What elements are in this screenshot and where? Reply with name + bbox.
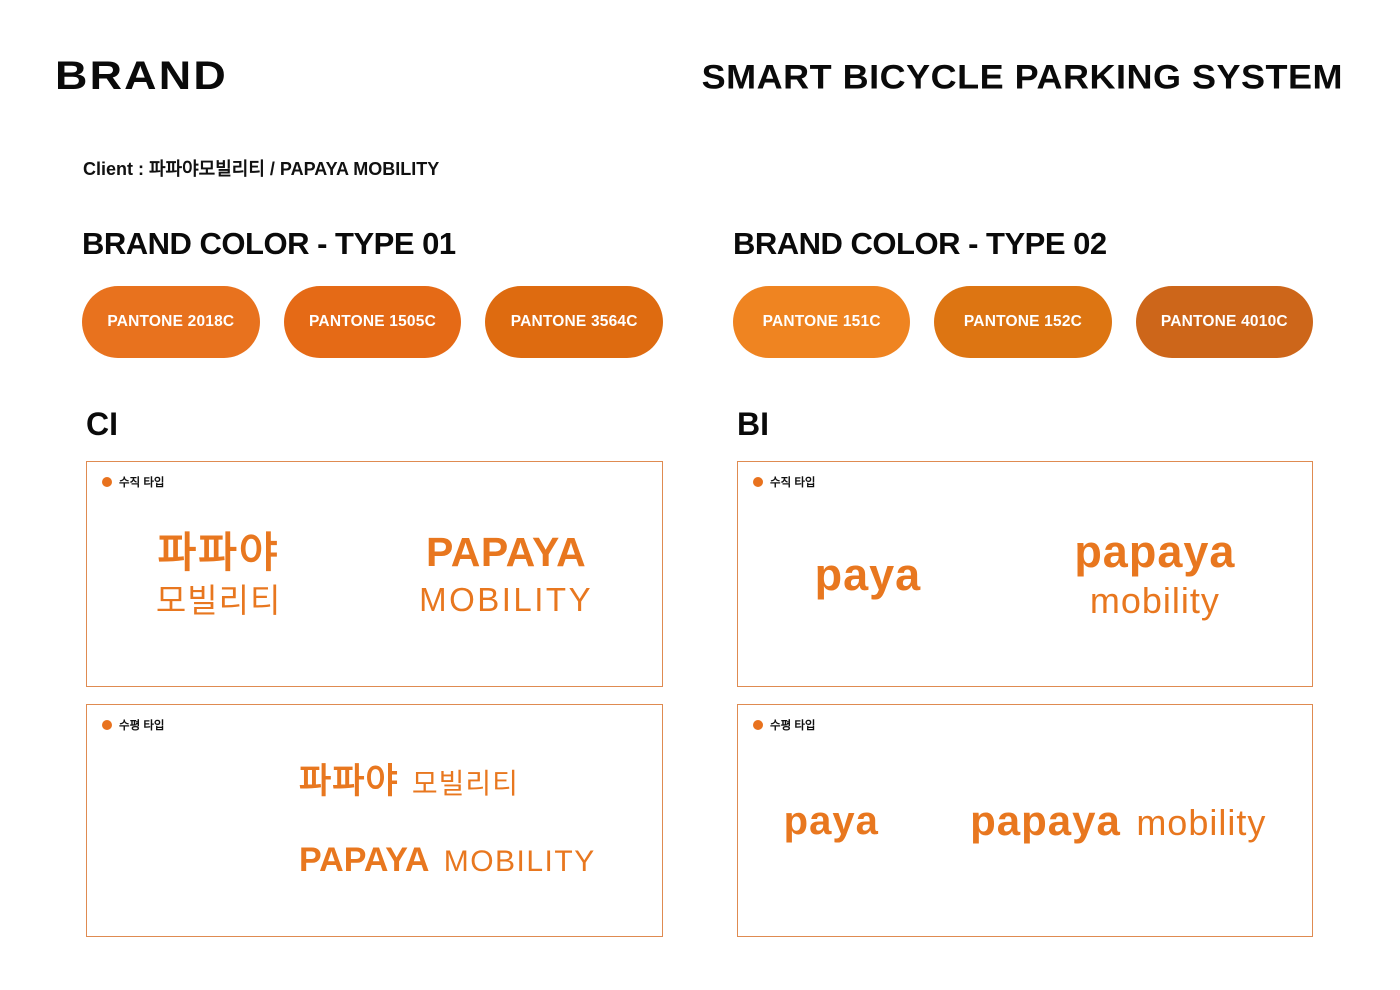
box-tag: 수평 타입 [102,717,165,733]
bi-logo-short: paya [783,798,879,843]
bullet-dot-icon [102,720,112,730]
bi-logo-full: papaya mobility [1074,529,1235,619]
ci-heading: CI [86,406,118,442]
bi-logo-full-light: mobility [1136,801,1267,843]
type02-heading: BRAND COLOR - TYPE 02 [733,226,1107,261]
bi-logo-full-strong: papaya [970,796,1121,844]
ci-horizontal-korean: 파파야 모빌리티 [299,764,519,799]
ci-horizontal-logos: 파파야 모빌리티 PAPAYA MOBILITY [87,764,662,877]
swatch-pantone-1505c: PANTONE 1505C [283,286,462,358]
bullet-dot-icon [753,477,763,487]
box-tag-label: 수직 타입 [119,477,165,489]
swatch-label: PANTONE 2018C [107,313,235,330]
ci-vertical-type-box: 수직 타입 파파야 모빌리티 PAPAYA MOBILITY [86,461,663,687]
bi-heading: BI [737,406,769,442]
swatch-pantone-4010c: PANTONE 4010C [1135,286,1313,358]
bi-vertical-logos: paya papaya mobility [738,529,1312,619]
column-type01-ci: BRAND COLOR - TYPE 01 PANTONE 2018C PANT… [82,226,664,937]
bi-logo-short: paya [814,548,922,600]
bi-logo-full-line2: mobility [1089,580,1220,621]
project-title: SMART BICYCLE PARKING SYSTEM [701,57,1343,96]
bullet-dot-icon [102,477,112,487]
bi-horizontal-type-box: 수평 타입 paya papaya mobility [737,704,1313,937]
page-title: BRAND [55,54,228,98]
bi-vertical-type-box: 수직 타입 paya papaya mobility [737,461,1313,687]
ci-horizontal-korean-strong: 파파야 [299,762,399,801]
ci-horizontal-korean-light: 모빌리티 [411,768,519,799]
ci-horizontal-english-light: MOBILITY [443,845,596,878]
swatch-label: PANTONE 4010C [1160,313,1288,330]
box-tag-label: 수평 타입 [119,720,165,732]
type01-heading: BRAND COLOR - TYPE 01 [82,226,456,261]
ci-logo-english-line1: PAPAYA [425,529,587,575]
box-tag-label: 수직 타입 [770,477,816,489]
bi-logo-full-line1: papaya [1074,526,1236,577]
ci-logo-english-line2: MOBILITY [419,581,594,618]
swatch-pantone-152c: PANTONE 152C [934,286,1112,358]
ci-logo-korean-line2: 모빌리티 [155,581,282,619]
swatch-pantone-3564c: PANTONE 3564C [485,286,664,358]
ci-logo-korean-line1: 파파야 [157,528,280,576]
box-tag-label: 수평 타입 [770,720,816,732]
box-tag: 수직 타입 [102,474,165,490]
bullet-dot-icon [753,720,763,730]
bi-logo-full: papaya mobility [970,796,1267,844]
swatch-pantone-2018c: PANTONE 2018C [82,286,260,358]
ci-horizontal-english: PAPAYA MOBILITY [299,843,596,877]
type02-swatch-row: PANTONE 151C PANTONE 152C PANTONE 4010C [733,286,1313,358]
swatch-label: PANTONE 1505C [309,313,436,330]
swatch-label: PANTONE 151C [762,313,881,330]
ci-horizontal-type-box: 수평 타입 파파야 모빌리티 PAPAYA MOBILITY [86,704,663,937]
box-tag: 수평 타입 [753,717,816,733]
type01-swatch-row: PANTONE 2018C PANTONE 1505C PANTONE 3564… [82,286,664,358]
swatch-label: PANTONE 152C [963,313,1083,330]
swatch-label: PANTONE 3564C [510,313,638,330]
ci-logo-english: PAPAYA MOBILITY [419,529,594,618]
bi-horizontal-logos: paya papaya mobility [738,796,1312,844]
swatch-pantone-151c: PANTONE 151C [733,286,911,358]
box-tag: 수직 타입 [753,474,816,490]
ci-vertical-logos: 파파야 모빌리티 PAPAYA MOBILITY [87,528,662,619]
ci-logo-korean: 파파야 모빌리티 [155,528,282,619]
column-type02-bi: BRAND COLOR - TYPE 02 PANTONE 151C PANTO… [733,226,1313,937]
ci-horizontal-english-strong: PAPAYA [299,841,430,879]
client-label: Client : 파파야모빌리티 / PAPAYA MOBILITY [83,159,440,179]
